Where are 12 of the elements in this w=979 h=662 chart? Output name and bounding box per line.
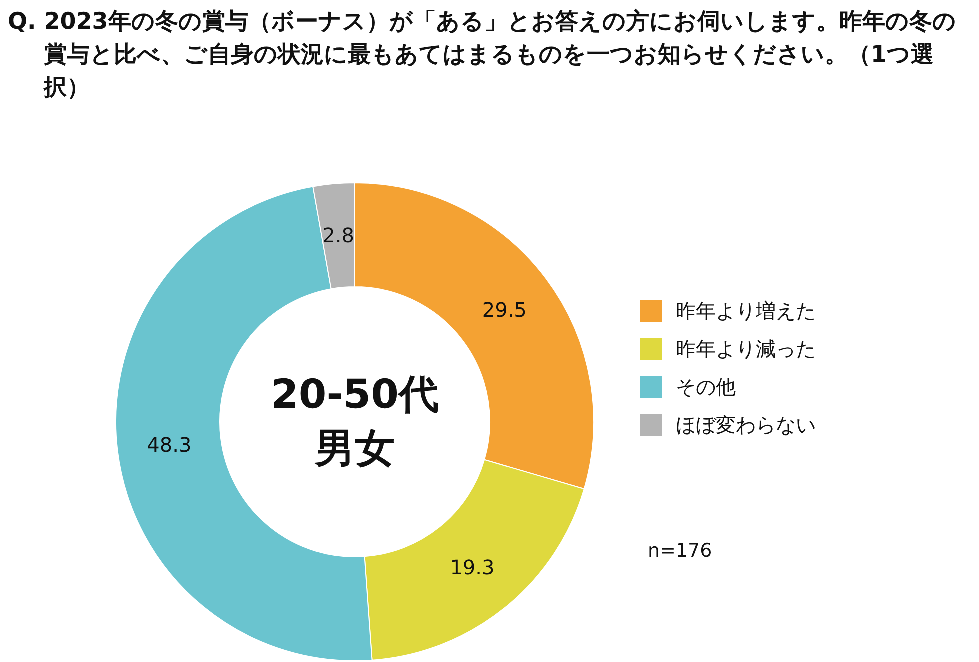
- legend-label: 昨年より増えた: [676, 298, 816, 324]
- legend-label: ほぼ変わらない: [676, 412, 816, 438]
- data-label: 19.3: [450, 555, 495, 580]
- legend-label: 昨年より減った: [676, 336, 816, 362]
- text: n=176: [648, 540, 712, 562]
- data-label: 2.8: [322, 224, 354, 248]
- chart-title: Q. 2023年の冬の賞与（ボーナス）が「ある」とお答えの方にお伺いします。昨年の冬の賞与と比べ、ご自身の状況に最もあてはまるものを一つお知らせください。（1つ選択）: [8, 8, 958, 103]
- legend-label: その他: [676, 374, 736, 400]
- text: 20-50代: [270, 371, 440, 420]
- text: 男女: [313, 425, 396, 474]
- data-label: 29.5: [482, 298, 527, 322]
- data-label: 48.3: [147, 433, 192, 458]
